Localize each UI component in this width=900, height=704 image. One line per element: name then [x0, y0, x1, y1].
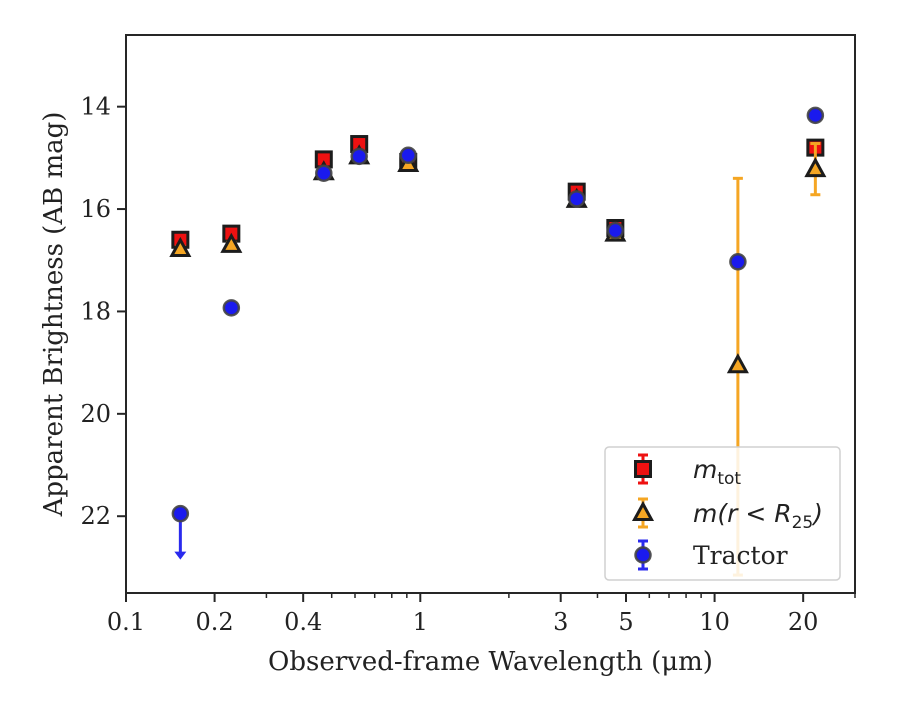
m_r25-point: [804, 157, 827, 178]
m_r25-point: [169, 236, 192, 257]
y-tick-label: 18: [80, 297, 111, 325]
x-tick-label: 5: [618, 608, 633, 636]
legend-box: [604, 446, 841, 581]
x-axis-label: Observed-frame Wavelength (μm): [268, 647, 713, 677]
m_r25-point: [726, 353, 749, 374]
x-tick-label: 1: [413, 608, 428, 636]
legend-label-main: m(r < R: [693, 499, 792, 528]
m_r25-point: [220, 232, 243, 253]
upper-limit-arrowhead: [174, 551, 187, 560]
y-tick-label: 22: [80, 502, 111, 530]
axis-ticks: 0.1 0.2 0.4 1 3 5 10 20 14 16 18 20 22: [80, 93, 856, 636]
tractor-point: [171, 504, 190, 523]
y-tick-label: 14: [80, 93, 111, 121]
tractor-point: [729, 253, 747, 271]
x-tick-label: 3: [553, 608, 568, 636]
legend-label-main: m: [693, 455, 717, 484]
legend-marker-m_tot: [634, 460, 652, 478]
tractor-point: [350, 147, 368, 166]
legend-label-m_tot: mtot: [693, 455, 741, 489]
x-tick-label: 10: [699, 608, 730, 636]
legend-label-subscript: 25: [792, 513, 814, 533]
x-tick-label: 0.2: [196, 608, 234, 636]
legend-label-m_r25: m(r < R25): [693, 499, 823, 533]
tractor-point: [606, 221, 625, 240]
y-tick-label: 20: [80, 400, 111, 428]
tractor-point: [315, 164, 333, 182]
tractor-point: [222, 299, 241, 317]
legend-marker-tractor: [634, 546, 652, 564]
legend-label-subscript: tot: [717, 469, 741, 489]
legend-label-main: Tractor: [693, 541, 788, 570]
x-tick-label: 0.1: [107, 608, 145, 636]
legend-label-rest: ): [811, 499, 823, 528]
tractor-point: [399, 146, 417, 165]
plot-frame: [125, 34, 856, 594]
tractor-point: [567, 190, 586, 208]
x-tick-label: 0.4: [284, 608, 322, 636]
legend-marker-m_r25: [631, 500, 655, 521]
legend-label-tractor: Tractor: [693, 541, 788, 570]
plot-data: [169, 106, 827, 577]
y-tick-label: 16: [80, 195, 111, 223]
y-axis-label: Apparent Brightness (AB mag): [39, 112, 69, 518]
x-tick-label: 20: [788, 608, 819, 636]
legend: mtot m(r < R25) Tractor: [604, 446, 841, 581]
tractor-point: [806, 106, 825, 125]
